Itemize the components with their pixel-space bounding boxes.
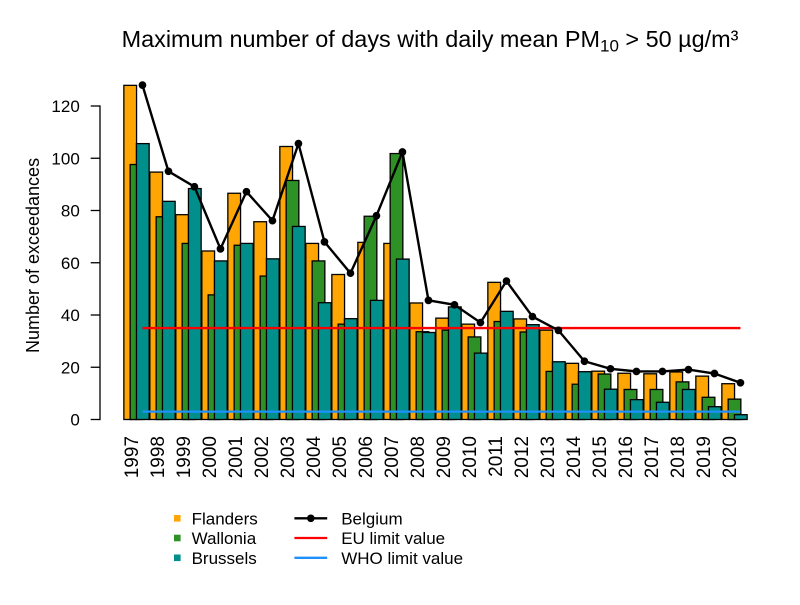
svg-text:2010: 2010 [460, 436, 481, 478]
svg-text:2014: 2014 [564, 436, 585, 479]
svg-text:2012: 2012 [512, 436, 533, 478]
svg-text:2013: 2013 [538, 436, 559, 478]
svg-text:EU limit value: EU limit value [341, 529, 445, 548]
svg-text:2005: 2005 [330, 436, 351, 478]
svg-text:WHO limit value: WHO limit value [341, 549, 463, 568]
svg-text:1999: 1999 [174, 436, 195, 478]
svg-text:80: 80 [61, 202, 80, 221]
svg-text:2015: 2015 [590, 436, 611, 478]
svg-text:2007: 2007 [382, 436, 403, 478]
svg-text:2011: 2011 [486, 436, 507, 477]
svg-text:20: 20 [61, 358, 80, 377]
svg-text:2018: 2018 [668, 436, 689, 478]
svg-text:1998: 1998 [148, 436, 169, 478]
svg-text:60: 60 [61, 254, 80, 273]
svg-text:2000: 2000 [200, 436, 221, 478]
svg-text:2009: 2009 [434, 436, 455, 478]
svg-text:Maximum number of days with da: Maximum number of days with daily mean P… [122, 26, 739, 56]
svg-text:Flanders: Flanders [192, 509, 258, 528]
svg-text:2003: 2003 [278, 436, 299, 478]
svg-text:2004: 2004 [304, 436, 325, 479]
svg-text:100: 100 [51, 149, 79, 168]
svg-text:2006: 2006 [356, 436, 377, 478]
svg-text:2019: 2019 [694, 436, 715, 478]
svg-text:2017: 2017 [642, 436, 663, 478]
svg-text:1997: 1997 [122, 436, 143, 478]
svg-text:2016: 2016 [616, 436, 637, 478]
svg-text:Number of exceedances: Number of exceedances [23, 158, 43, 353]
svg-text:120: 120 [51, 97, 79, 116]
svg-text:Wallonia: Wallonia [192, 529, 257, 548]
svg-text:2002: 2002 [252, 436, 273, 478]
svg-text:2020: 2020 [720, 436, 741, 478]
svg-text:0: 0 [70, 411, 79, 430]
svg-text:Brussels: Brussels [192, 549, 257, 568]
svg-text:40: 40 [61, 306, 80, 325]
svg-text:2008: 2008 [408, 436, 429, 478]
svg-text:Belgium: Belgium [341, 509, 402, 528]
svg-text:2001: 2001 [226, 436, 247, 478]
